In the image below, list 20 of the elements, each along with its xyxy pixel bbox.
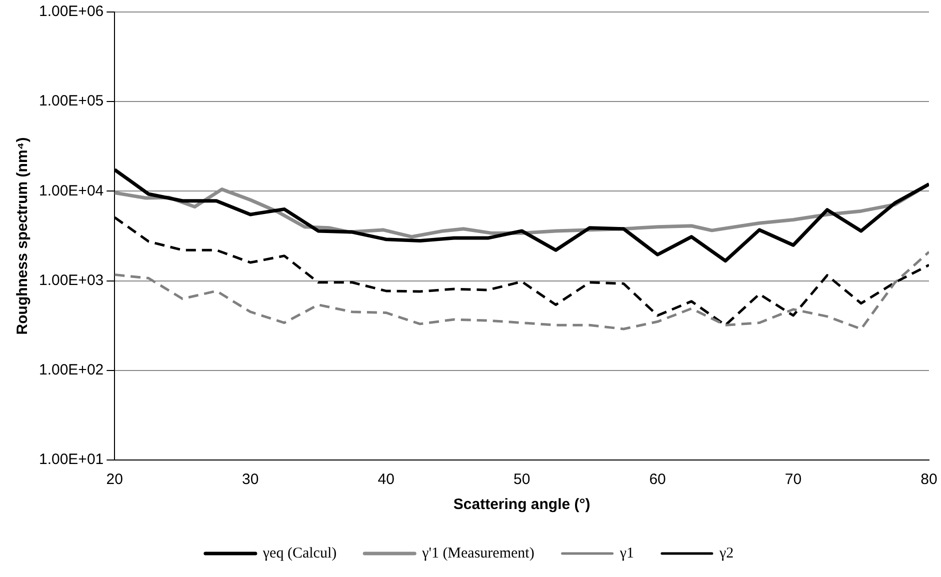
y-tick-label: 1.00E+04: [38, 182, 104, 200]
y-tick-label: 1.00E+02: [38, 362, 104, 379]
x-tick-label: 60: [649, 471, 666, 488]
x-tick-label: 80: [920, 471, 938, 488]
line-series: [114, 250, 929, 330]
x-tick-label: 20: [106, 471, 123, 488]
legend-label: γ1: [618, 545, 634, 562]
x-tick-label: 40: [378, 471, 394, 488]
x-tick-label: 30: [242, 471, 259, 488]
x-tick-label: 70: [784, 471, 802, 488]
y-tick-label: 1.00E+01: [38, 451, 104, 468]
legend-label: γ'1 (Measurement): [421, 545, 534, 562]
y-axis-title: Roughness spectrum (nm⁴): [14, 137, 32, 335]
y-tick-label: 1.00E+06: [38, 3, 104, 20]
y-tick-label: 1.00E+05: [38, 92, 104, 110]
legend-label: γeq (Calcul): [262, 545, 337, 562]
y-tick-label: 1.00E+03: [38, 272, 104, 289]
legend-label: γ2: [718, 545, 734, 562]
x-tick-label: 50: [513, 471, 530, 488]
x-axis-title: Scattering angle (°): [453, 496, 590, 514]
